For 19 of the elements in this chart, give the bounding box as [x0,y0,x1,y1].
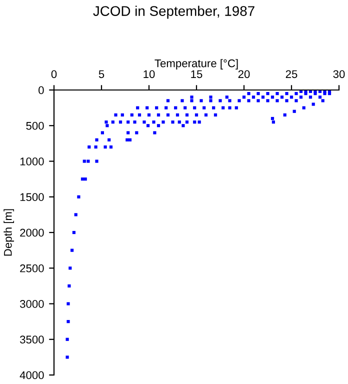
y-tick-label: 2500 [20,264,44,272]
x-tick-label: 10 [144,70,155,78]
y-axis-title: Depth [m] [4,209,14,256]
y-tick-label: 4000 [20,371,44,380]
x-tick-label: 5 [98,70,104,78]
y-tick-label: 1000 [20,158,44,166]
y-tick-label: 3000 [20,300,44,308]
x-tick-label: 25 [286,70,298,78]
y-tick-label: 1500 [20,193,44,202]
y-tick-label: 0 [38,86,44,94]
y-tick-label: 3500 [20,336,44,344]
x-tick-label: 30 [333,70,345,78]
y-tick-label: 500 [26,122,44,130]
x-axis-title: Temperature [°C] [154,59,238,70]
y-tick-label: 2000 [20,228,44,237]
x-tick-label: 0 [51,70,57,78]
x-tick-label: 15 [191,70,202,78]
chart-title: JCOD in September, 1987 [93,6,254,19]
x-tick-label: 20 [238,70,250,78]
